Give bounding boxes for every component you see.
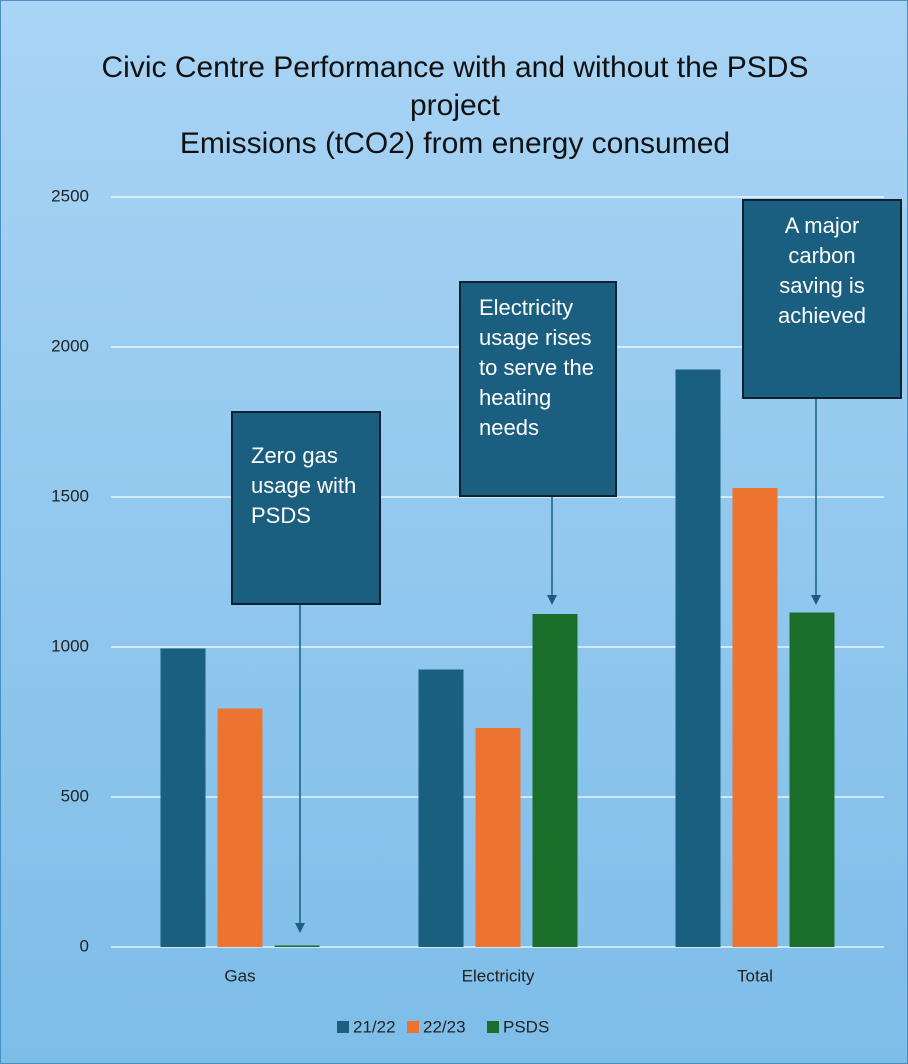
y-tick-label: 1000 [51, 636, 89, 655]
annotation: A major carbon saving is achieved [742, 199, 902, 399]
x-tick-label: Electricity [462, 966, 535, 985]
annotation: Electricity usage rises to serve the hea… [459, 281, 617, 497]
legend-swatch [407, 1021, 419, 1033]
legend-swatch [337, 1021, 349, 1033]
legend-label: 21/22 [353, 1017, 396, 1036]
bar [160, 648, 206, 947]
x-tick-label: Total [737, 966, 773, 985]
legend-label: PSDS [503, 1017, 549, 1036]
bar [475, 728, 521, 947]
bar [675, 369, 721, 947]
y-tick-label: 2000 [51, 336, 89, 355]
legend-swatch [487, 1021, 499, 1033]
bar [217, 708, 263, 947]
bar [532, 614, 578, 947]
chart-subtitle: Emissions (tCO2) from energy consumed [179, 127, 731, 160]
y-tick-label: 2500 [51, 186, 89, 205]
chart-title: Civic Centre Performance with and withou… [101, 51, 809, 122]
legend-label: 22/23 [423, 1017, 466, 1036]
y-tick-label: 1500 [51, 486, 89, 505]
bar [418, 669, 464, 947]
bar [789, 612, 835, 947]
x-tick-label: Gas [224, 966, 255, 985]
title-block: Civic Centre Performance with and withou… [101, 49, 809, 163]
y-tick-label: 0 [80, 936, 89, 955]
y-tick-label: 500 [61, 786, 89, 805]
bar [732, 488, 778, 947]
bar [274, 945, 320, 947]
annotation: Zero gas usage with PSDS [231, 411, 381, 605]
